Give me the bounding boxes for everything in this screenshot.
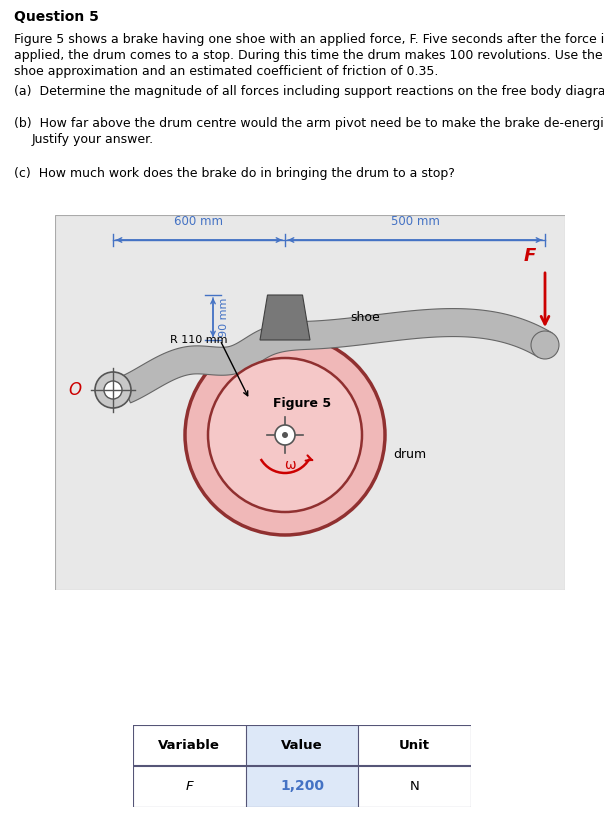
Text: applied, the drum comes to a stop. During this time the drum makes 100 revolutio: applied, the drum comes to a stop. Durin… bbox=[14, 49, 604, 62]
Text: R 110 mm: R 110 mm bbox=[170, 335, 228, 345]
Text: Question 5: Question 5 bbox=[14, 10, 99, 24]
Circle shape bbox=[282, 432, 288, 438]
Circle shape bbox=[208, 358, 362, 512]
Text: 600 mm: 600 mm bbox=[175, 215, 223, 228]
Circle shape bbox=[275, 425, 295, 445]
Text: Unit: Unit bbox=[399, 739, 430, 752]
Polygon shape bbox=[120, 309, 552, 403]
Text: ω: ω bbox=[284, 458, 296, 472]
Text: Justify your answer.: Justify your answer. bbox=[32, 133, 154, 146]
Circle shape bbox=[104, 381, 122, 399]
Text: shoe approximation and an estimated coefficient of friction of 0.35.: shoe approximation and an estimated coef… bbox=[14, 65, 439, 78]
Circle shape bbox=[531, 331, 559, 359]
Polygon shape bbox=[260, 295, 310, 340]
Text: 90 mm: 90 mm bbox=[219, 297, 229, 337]
Text: drum: drum bbox=[393, 448, 426, 461]
Text: Value: Value bbox=[281, 739, 323, 752]
Text: shoe: shoe bbox=[350, 311, 380, 324]
Text: 500 mm: 500 mm bbox=[391, 215, 440, 228]
Text: 1,200: 1,200 bbox=[280, 779, 324, 794]
Bar bbox=[246, 766, 358, 807]
Text: O: O bbox=[68, 381, 81, 399]
Text: F: F bbox=[185, 780, 193, 793]
Text: F: F bbox=[524, 247, 536, 265]
Text: N: N bbox=[410, 780, 420, 793]
Text: (c)  How much work does the brake do in bringing the drum to a stop?: (c) How much work does the brake do in b… bbox=[14, 167, 455, 180]
Text: (a)  Determine the magnitude of all forces including support reactions on the fr: (a) Determine the magnitude of all force… bbox=[14, 85, 604, 98]
Text: Figure 5: Figure 5 bbox=[273, 397, 331, 410]
Circle shape bbox=[95, 372, 131, 408]
Text: Variable: Variable bbox=[158, 739, 220, 752]
Circle shape bbox=[185, 335, 385, 535]
Bar bbox=[246, 725, 358, 766]
Text: (b)  How far above the drum centre would the arm pivot need be to make the brake: (b) How far above the drum centre would … bbox=[14, 117, 604, 130]
Text: Figure 5 shows a brake having one shoe with an applied force, F. Five seconds af: Figure 5 shows a brake having one shoe w… bbox=[14, 33, 604, 46]
